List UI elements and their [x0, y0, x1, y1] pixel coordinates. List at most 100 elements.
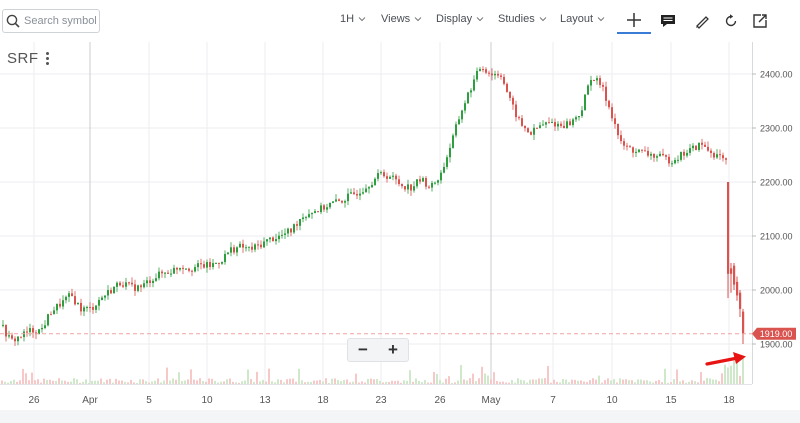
search-input[interactable] — [24, 15, 98, 27]
volume-bar — [181, 381, 183, 384]
volume-bar — [217, 382, 219, 384]
candle-body — [281, 234, 283, 236]
candle-body — [434, 182, 436, 184]
volume-bar — [124, 381, 126, 384]
volume-bar — [421, 382, 423, 384]
candle-body — [47, 314, 49, 326]
volume-bar — [373, 379, 375, 384]
volume-bar — [634, 382, 636, 384]
candle-body — [422, 178, 424, 182]
volume-bar — [442, 382, 444, 384]
candle-body — [383, 172, 385, 177]
studies-dropdown[interactable]: Studies — [498, 13, 547, 25]
x-tick-label: 23 — [375, 395, 387, 406]
draw-button[interactable] — [691, 10, 713, 32]
candle-body — [659, 153, 661, 157]
y-tick-label: 2000.00 — [760, 286, 793, 296]
volume-bar — [127, 382, 129, 384]
symbol-search[interactable] — [2, 9, 100, 33]
candle-body — [668, 156, 670, 164]
candle-body — [599, 78, 601, 86]
candle-body — [107, 290, 109, 296]
candle-body — [26, 331, 28, 333]
volume-bar — [448, 376, 450, 384]
volume-bar — [706, 378, 708, 384]
symbol-options-icon[interactable] — [44, 52, 50, 66]
candle-body — [305, 217, 307, 219]
volume-bar — [283, 382, 285, 384]
candle-body — [122, 285, 124, 287]
candle-body — [680, 151, 682, 160]
candle-body — [521, 118, 523, 126]
candle-body — [428, 186, 430, 188]
chevron-down-icon — [358, 17, 366, 22]
crosshair-button[interactable] — [617, 8, 651, 34]
zoom-in-button[interactable]: + — [388, 340, 398, 359]
volume-bar — [154, 380, 156, 384]
candle-body — [692, 145, 694, 149]
candle-body — [653, 153, 655, 158]
annotation-arrow-head — [733, 352, 746, 364]
candle-body — [8, 335, 10, 337]
volume-bar — [571, 379, 573, 384]
volume-bar — [502, 381, 504, 384]
candle-body — [575, 117, 577, 120]
volume-bar — [592, 378, 594, 384]
volume-bar — [730, 365, 732, 384]
candle-body — [590, 80, 592, 86]
volume-bar — [175, 379, 177, 384]
candle-body — [104, 295, 106, 298]
volume-bar — [610, 380, 612, 384]
interval-dropdown[interactable]: 1H — [340, 13, 366, 25]
candle-body — [95, 305, 97, 310]
volume-bar — [349, 382, 351, 384]
volume-bar — [316, 380, 318, 384]
volume-bar — [115, 378, 117, 384]
volume-bar — [136, 382, 138, 384]
candle-body — [65, 296, 67, 301]
candle-body — [311, 213, 313, 215]
candle-body — [449, 147, 451, 158]
volume-bar — [388, 381, 390, 384]
candle-body — [551, 122, 553, 124]
price-chart[interactable]: 1900.00 2000.00 2100.00 2200.00 2300.00 2400.… — [0, 42, 800, 410]
candle-body — [674, 160, 676, 164]
volume-bar — [292, 378, 294, 384]
volume-bar — [622, 379, 624, 384]
zoom-out-button[interactable]: − — [358, 340, 368, 359]
volume-bar — [568, 382, 570, 384]
last-price-label: 1919.00 — [760, 329, 793, 339]
candle-body — [158, 271, 160, 279]
candle-body — [458, 119, 460, 125]
layout-dropdown[interactable]: Layout — [560, 13, 605, 25]
candle-body — [569, 121, 571, 126]
views-dropdown[interactable]: Views — [381, 13, 422, 25]
candle-body — [359, 193, 361, 196]
volume-bar — [445, 378, 447, 384]
volume-bar — [46, 379, 48, 384]
candle-body — [233, 247, 235, 253]
volume-bar — [133, 382, 135, 384]
volume-bar — [322, 381, 324, 384]
volume-bar — [670, 382, 672, 384]
candle-body — [2, 324, 4, 326]
notes-button[interactable] — [657, 10, 679, 32]
volume-bar — [367, 378, 369, 384]
candle-body — [365, 188, 367, 193]
candle-body — [44, 325, 46, 329]
candle-body — [314, 211, 316, 214]
popout-button[interactable] — [749, 10, 771, 32]
views-label: Views — [381, 13, 411, 25]
candle-body — [725, 158, 727, 160]
candle-body — [491, 73, 493, 76]
volume-bar — [601, 382, 603, 384]
studies-label: Studies — [498, 13, 535, 25]
candle-body — [512, 97, 514, 105]
candle-body — [356, 194, 358, 196]
candle-body — [68, 293, 70, 297]
volume-bar — [34, 380, 36, 384]
refresh-button[interactable] — [720, 10, 742, 32]
volume-bar — [28, 380, 30, 384]
display-dropdown[interactable]: Display — [436, 13, 484, 25]
volume-bar — [67, 381, 69, 384]
